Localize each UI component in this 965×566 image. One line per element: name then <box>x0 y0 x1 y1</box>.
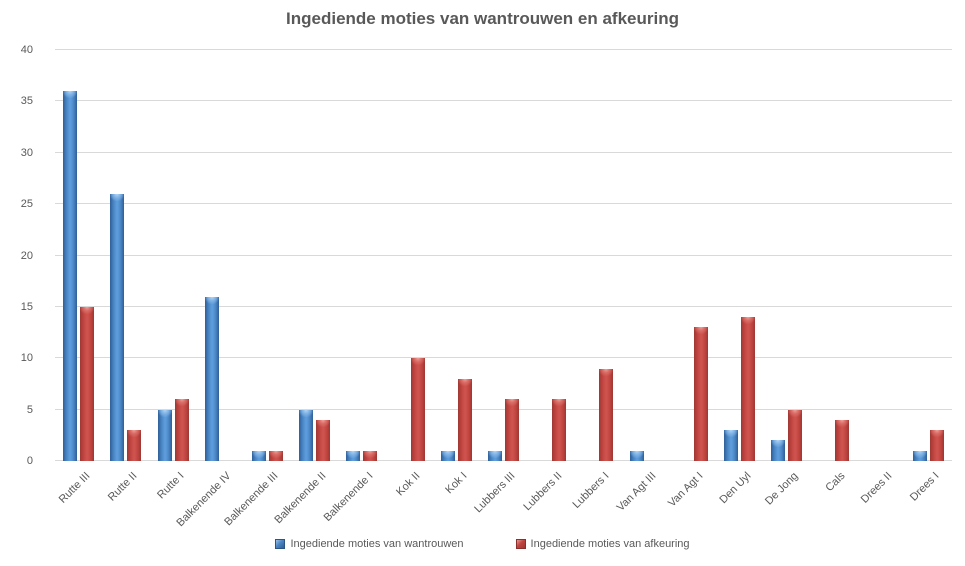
y-tick-label: 20 <box>20 249 33 262</box>
category-group <box>763 50 810 461</box>
bar-afkeuring <box>363 450 378 461</box>
category-group <box>574 50 621 461</box>
gridline <box>55 408 952 410</box>
bar-afkeuring <box>410 358 425 461</box>
category-group <box>244 50 291 461</box>
category-group <box>149 50 196 461</box>
bar-wantrouwen <box>723 430 738 461</box>
bar-afkeuring <box>80 306 95 461</box>
legend-item-wantrouwen: Ingediende moties van wantrouwen <box>275 538 464 550</box>
bar-wantrouwen <box>629 450 644 461</box>
bar-afkeuring <box>174 399 189 461</box>
legend-swatch-red-icon <box>515 539 526 549</box>
bar-afkeuring <box>127 430 142 461</box>
x-tick-label: Cals <box>823 470 848 495</box>
bar-wantrouwen <box>251 450 266 461</box>
bar-afkeuring <box>316 419 331 461</box>
bar-wantrouwen <box>157 409 172 461</box>
x-tick-label: De Jong <box>762 470 801 508</box>
bar-groups <box>55 50 952 461</box>
x-tick-label: Kok II <box>394 470 423 499</box>
y-axis: 0 5 10 15 20 25 30 35 40 <box>0 44 46 467</box>
category-group <box>527 50 574 461</box>
bar-afkeuring <box>457 378 472 461</box>
bar-wantrouwen <box>487 450 502 461</box>
bar-wantrouwen <box>110 193 125 461</box>
bar-afkeuring <box>929 430 944 461</box>
x-tick-label: Rutte I <box>155 470 187 502</box>
y-tick-label: 30 <box>20 146 33 159</box>
legend-label-wantrouwen: Ingediende moties van wantrouwen <box>290 538 464 550</box>
bar-wantrouwen <box>204 296 219 461</box>
category-group <box>55 50 102 461</box>
bar-wantrouwen <box>912 450 927 461</box>
legend-item-afkeuring: Ingediende moties van afkeuring <box>515 538 690 550</box>
x-tick-label: Lubbers III <box>471 470 517 516</box>
gridline <box>55 100 952 102</box>
category-group <box>669 50 716 461</box>
bar-wantrouwen <box>440 450 455 461</box>
bar-afkeuring <box>740 317 755 461</box>
y-tick-label: 25 <box>20 198 33 211</box>
x-tick-label: Lubbers II <box>521 470 565 514</box>
bar-wantrouwen <box>771 440 786 461</box>
bar-afkeuring <box>788 409 803 461</box>
x-tick-label: Den Uyl <box>716 470 754 507</box>
gridlines <box>55 49 952 461</box>
y-tick-label: 40 <box>20 44 33 56</box>
category-group <box>905 50 952 461</box>
bar-afkeuring <box>552 399 567 461</box>
bar-afkeuring <box>268 450 283 461</box>
bar-wantrouwen <box>63 91 78 461</box>
category-group <box>621 50 668 461</box>
category-group <box>433 50 480 461</box>
legend-label-afkeuring: Ingediende moties van afkeuring <box>530 538 690 550</box>
y-tick-label: 0 <box>26 455 33 467</box>
bar-afkeuring <box>599 368 614 461</box>
category-group <box>197 50 244 461</box>
bar-afkeuring <box>693 327 708 461</box>
chart-title: Ingediende moties van wantrouwen en afke… <box>286 9 679 28</box>
x-axis: Rutte III Rutte II Rutte I Balkenende IV Bal… <box>55 461 952 539</box>
gridline <box>55 357 952 359</box>
category-group <box>480 50 527 461</box>
bar-afkeuring <box>504 399 519 461</box>
x-tick-label: Van Agt III <box>614 470 659 514</box>
gridline <box>55 460 952 461</box>
category-group <box>102 50 149 461</box>
category-group <box>291 50 338 461</box>
legend: Ingediende moties van wantrouwen Ingedie… <box>0 538 965 550</box>
x-tick-label: Drees I <box>908 470 942 504</box>
category-group <box>385 50 432 461</box>
category-group <box>810 50 857 461</box>
category-group <box>716 50 763 461</box>
y-tick-label: 5 <box>26 403 33 416</box>
category-group <box>338 50 385 461</box>
x-tick-label: Drees II <box>858 470 895 506</box>
y-tick-label: 10 <box>20 352 33 365</box>
gridline <box>55 305 952 307</box>
x-tick-label: Rutte III <box>56 470 93 506</box>
x-tick-label: Lubbers I <box>570 470 612 511</box>
y-tick-label: 15 <box>20 300 33 313</box>
gridline <box>55 254 952 256</box>
gridline <box>55 203 952 205</box>
legend-swatch-blue-icon <box>275 539 286 549</box>
gridline <box>55 151 952 153</box>
bar-wantrouwen <box>346 450 361 461</box>
x-tick-label: Van Agt I <box>666 470 706 510</box>
plot-area <box>55 49 952 461</box>
category-group <box>857 50 904 461</box>
x-tick-label: Rutte II <box>105 470 140 504</box>
y-tick-label: 35 <box>20 95 33 108</box>
x-tick-label: Kok I <box>443 470 470 497</box>
bar-wantrouwen <box>299 409 314 461</box>
x-tick-label: Balkenende I <box>321 470 376 524</box>
bar-afkeuring <box>835 419 850 461</box>
gridline <box>55 49 952 50</box>
